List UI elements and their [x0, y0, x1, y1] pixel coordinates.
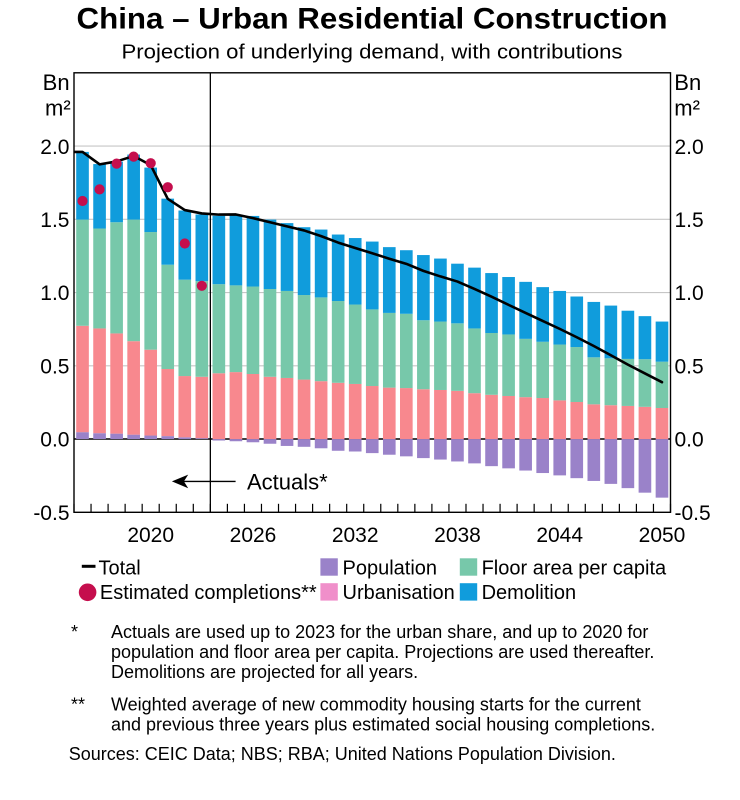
svg-text:-0.5: -0.5 [675, 502, 711, 525]
svg-text:population and floor area per: population and floor area per capita. Pr… [111, 642, 654, 662]
svg-text:Urbanisation: Urbanisation [343, 582, 455, 604]
svg-text:0.0: 0.0 [675, 429, 704, 452]
svg-text:0.5: 0.5 [40, 356, 69, 379]
svg-text:1.5: 1.5 [675, 209, 704, 232]
svg-text:Actuals are used up to 2023 fo: Actuals are used up to 2023 for the urba… [111, 622, 648, 642]
svg-text:2.0: 2.0 [40, 136, 69, 159]
svg-text:Bn: Bn [674, 70, 701, 95]
svg-text:2026: 2026 [230, 524, 277, 547]
svg-text:-0.5: -0.5 [33, 502, 69, 525]
svg-text:1.5: 1.5 [40, 209, 69, 232]
svg-text:2044: 2044 [536, 524, 583, 547]
svg-text:Sources: CEIC Data; NBS; RBA;: Sources: CEIC Data; NBS; RBA; United Nat… [69, 744, 616, 764]
svg-text:2020: 2020 [127, 524, 174, 547]
svg-text:China – Urban Residential Cons: China – Urban Residential Construction [77, 3, 668, 36]
svg-text:2.0: 2.0 [675, 136, 704, 159]
svg-text:0.5: 0.5 [675, 356, 704, 379]
svg-text:*: * [71, 622, 78, 642]
svg-text:Total: Total [99, 558, 141, 580]
svg-text:m²: m² [45, 95, 71, 120]
svg-text:2032: 2032 [332, 524, 379, 547]
svg-text:Population: Population [343, 558, 438, 580]
svg-text:and previous three years plus: and previous three years plus estimated … [111, 715, 655, 735]
svg-text:Projection of underlying deman: Projection of underlying demand, with co… [122, 41, 623, 63]
svg-text:**: ** [71, 695, 85, 715]
svg-text:1.0: 1.0 [675, 282, 704, 305]
svg-text:Weighted average of new commod: Weighted average of new commodity housin… [111, 695, 641, 715]
svg-text:Floor area per capita: Floor area per capita [482, 558, 667, 580]
svg-text:Estimated completions**: Estimated completions** [100, 582, 317, 604]
svg-text:Demolitions are projected for: Demolitions are projected for all years. [111, 662, 418, 682]
svg-text:1.0: 1.0 [40, 282, 69, 305]
svg-text:Demolition: Demolition [482, 582, 576, 604]
svg-text:2038: 2038 [434, 524, 481, 547]
svg-text:Actuals*: Actuals* [247, 470, 328, 495]
svg-text:2050: 2050 [639, 524, 686, 547]
svg-text:0.0: 0.0 [40, 429, 69, 452]
svg-text:m²: m² [674, 95, 700, 120]
svg-text:Bn: Bn [43, 70, 70, 95]
